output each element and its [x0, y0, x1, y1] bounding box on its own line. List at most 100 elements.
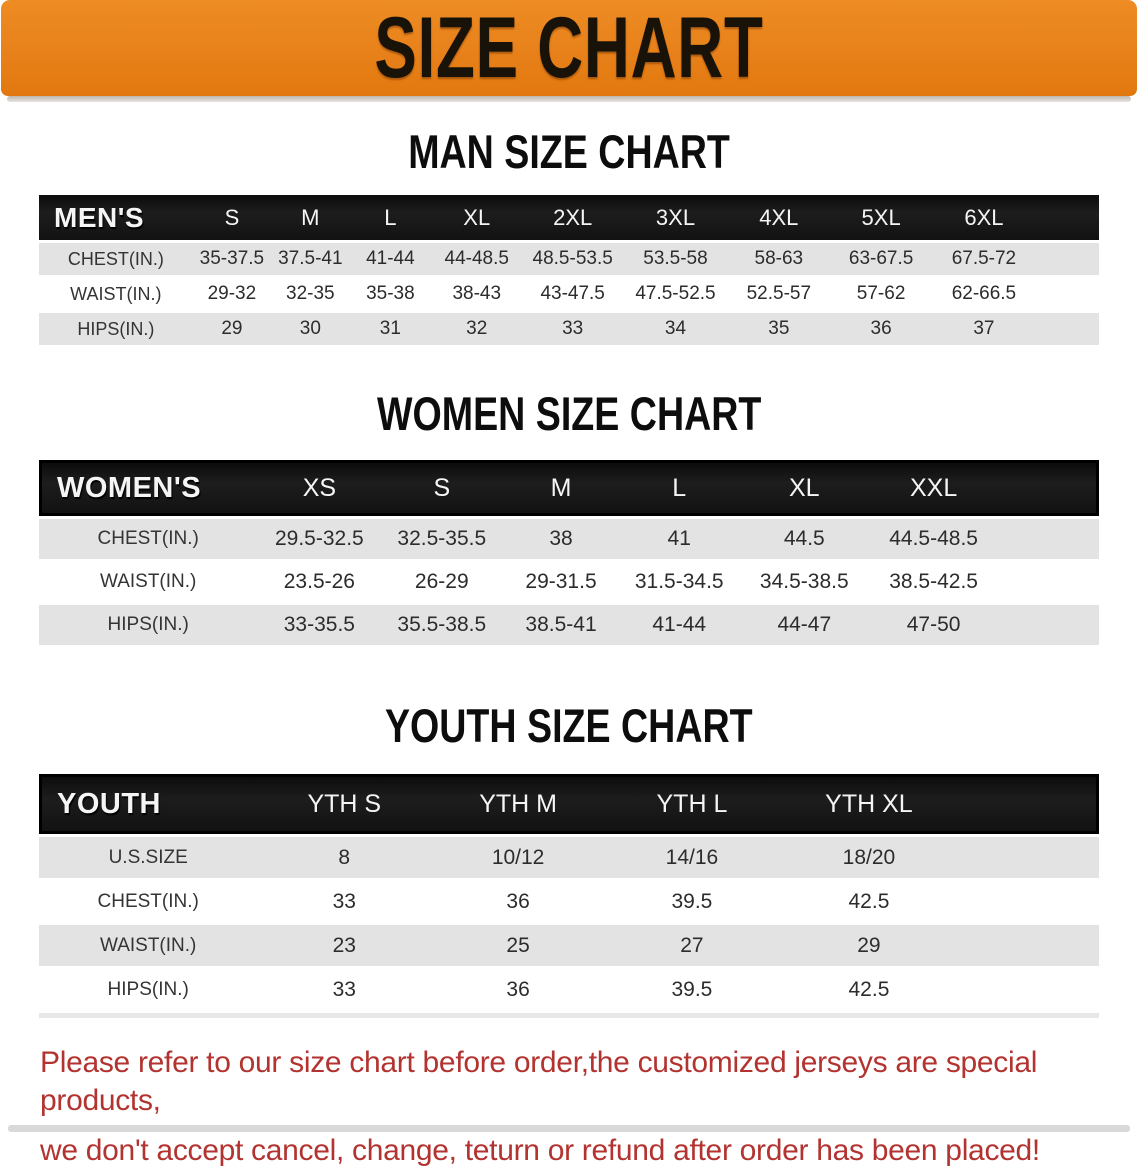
size-value-cell: 18/20	[778, 837, 960, 878]
row-spacer	[959, 881, 1099, 922]
size-value-cell: 37.5-41	[271, 243, 350, 275]
women-size-chart-heading: WOMEN SIZE CHART	[0, 390, 1138, 437]
man-size-chart-heading: MAN SIZE CHART	[0, 128, 1138, 175]
size-column-header: L	[619, 460, 739, 516]
disclaimer-line-2: we don't accept cancel, change, teturn o…	[40, 1134, 1040, 1167]
size-value-cell: 38-43	[431, 278, 523, 310]
row-spacer	[997, 519, 1099, 559]
table-corner-label: WOMEN'S	[39, 460, 258, 516]
row-label: U.S.SIZE	[39, 837, 258, 878]
size-value-cell: 41	[619, 519, 739, 559]
size-column-header: 3XL	[623, 195, 728, 240]
table-row: WAIST(IN.) 29-32 32-35 35-38 38-43 43-47.5 47.…	[39, 278, 1099, 310]
size-column-header: 4XL	[727, 195, 830, 240]
men-size-table: MEN'S S M L XL 2XL 3XL 4XL 5XL 6XL CHEST(IN.) 35-37…	[39, 192, 1099, 348]
size-value-cell: 42.5	[778, 881, 960, 922]
disclaimer-line-1: Please refer to our size chart before or…	[40, 1046, 1038, 1117]
table-row: CHEST(IN.) 35-37.5 37.5-41 41-44 44-48.5 48.5…	[39, 243, 1099, 275]
header-spacer	[959, 774, 1099, 834]
size-value-cell: 23.5-26	[257, 562, 382, 602]
row-spacer	[1035, 243, 1099, 275]
size-column-header: YTH S	[257, 774, 432, 834]
men-size-section: MAN SIZE CHART MEN'S S M L XL 2XL 3XL 4XL 5XL 6XL…	[0, 128, 1138, 348]
size-value-cell: 38	[502, 519, 620, 559]
size-value-cell: 31.5-34.5	[619, 562, 739, 602]
youth-size-chart-heading: YOUTH SIZE CHART	[0, 702, 1138, 749]
size-column-header: XXL	[870, 460, 998, 516]
size-value-cell: 35-37.5	[192, 243, 272, 275]
row-label: CHEST(IN.)	[39, 243, 193, 275]
size-column-header: XS	[257, 460, 382, 516]
size-value-cell: 67.5-72	[932, 243, 1036, 275]
row-label: HIPS(IN.)	[39, 605, 258, 645]
size-value-cell: 32	[431, 313, 523, 345]
size-value-cell: 33	[257, 881, 432, 922]
size-value-cell: 58-63	[727, 243, 830, 275]
size-value-cell: 14/16	[605, 837, 779, 878]
size-value-cell: 44-48.5	[431, 243, 523, 275]
size-value-cell: 33-35.5	[257, 605, 382, 645]
size-value-cell: 29	[192, 313, 272, 345]
size-value-cell: 35-38	[349, 278, 432, 310]
row-label: HIPS(IN.)	[39, 313, 193, 345]
size-value-cell: 36	[431, 969, 606, 1010]
size-column-header: M	[271, 195, 350, 240]
row-label: WAIST(IN.)	[39, 278, 193, 310]
row-label: HIPS(IN.)	[39, 969, 258, 1010]
size-value-cell: 35	[727, 313, 830, 345]
size-value-cell: 32.5-35.5	[381, 519, 503, 559]
row-label: CHEST(IN.)	[39, 519, 258, 559]
size-value-cell: 62-66.5	[932, 278, 1036, 310]
row-label: CHEST(IN.)	[39, 881, 258, 922]
table-row: HIPS(IN.) 29 30 31 32 33 34 35 36 37	[39, 313, 1099, 345]
size-value-cell: 41-44	[349, 243, 432, 275]
youth-size-section: YOUTH SIZE CHART YOUTH YTH S YTH M YTH L YTH…	[0, 702, 1138, 1018]
size-column-header: XL	[431, 195, 523, 240]
size-value-cell: 10/12	[431, 837, 606, 878]
banner-title: SIZE CHART	[374, 0, 764, 96]
row-label: WAIST(IN.)	[39, 562, 258, 602]
heading-text: MAN SIZE CHART	[408, 125, 730, 178]
size-value-cell: 23	[257, 925, 432, 966]
size-value-cell: 29-31.5	[502, 562, 620, 602]
table-row: U.S.SIZE 8 10/12 14/16 18/20	[39, 837, 1099, 878]
header-spacer	[997, 460, 1099, 516]
size-value-cell: 44.5-48.5	[870, 519, 998, 559]
size-value-cell: 29	[778, 925, 960, 966]
size-value-cell: 29-32	[192, 278, 272, 310]
row-spacer	[997, 562, 1099, 602]
size-value-cell: 39.5	[605, 881, 779, 922]
table-row: CHEST(IN.) 29.5-32.5 32.5-35.5 38 41 44.5 44.5…	[39, 519, 1099, 559]
size-value-cell: 36	[829, 313, 933, 345]
row-label: WAIST(IN.)	[39, 925, 258, 966]
size-value-cell: 38.5-41	[502, 605, 620, 645]
table-row: WAIST(IN.) 23 25 27 29	[39, 925, 1099, 966]
size-value-cell: 43-47.5	[522, 278, 624, 310]
women-size-section: WOMEN SIZE CHART WOMEN'S XS S M L XL XXL CHEST(…	[0, 390, 1138, 648]
size-value-cell: 47-50	[870, 605, 998, 645]
table-row: CHEST(IN.) 33 36 39.5 42.5	[39, 881, 1099, 922]
size-column-header: 6XL	[932, 195, 1036, 240]
bottom-edge-strip	[8, 1125, 1130, 1132]
row-spacer	[959, 837, 1099, 878]
table-row: HIPS(IN.) 33 36 39.5 42.5	[39, 969, 1099, 1010]
size-column-header: XL	[738, 460, 871, 516]
women-size-table: WOMEN'S XS S M L XL XXL CHEST(IN.) 29.5-32.5 32.5…	[39, 457, 1099, 648]
size-column-header: S	[192, 195, 272, 240]
size-column-header: YTH M	[431, 774, 606, 834]
size-value-cell: 33	[257, 969, 432, 1010]
size-value-cell: 44.5	[738, 519, 871, 559]
table-row: HIPS(IN.) 33-35.5 35.5-38.5 38.5-41 41-44 44-…	[39, 605, 1099, 645]
row-spacer	[1035, 278, 1099, 310]
table-header-row: MEN'S S M L XL 2XL 3XL 4XL 5XL 6XL	[39, 195, 1099, 240]
size-value-cell: 8	[257, 837, 432, 878]
size-value-cell: 38.5-42.5	[870, 562, 998, 602]
size-value-cell: 34.5-38.5	[738, 562, 871, 602]
size-column-header: L	[349, 195, 432, 240]
size-value-cell: 39.5	[605, 969, 779, 1010]
row-spacer	[959, 969, 1099, 1010]
size-column-header: 2XL	[522, 195, 624, 240]
size-column-header: 5XL	[829, 195, 933, 240]
size-value-cell: 29.5-32.5	[257, 519, 382, 559]
row-spacer	[1035, 313, 1099, 345]
